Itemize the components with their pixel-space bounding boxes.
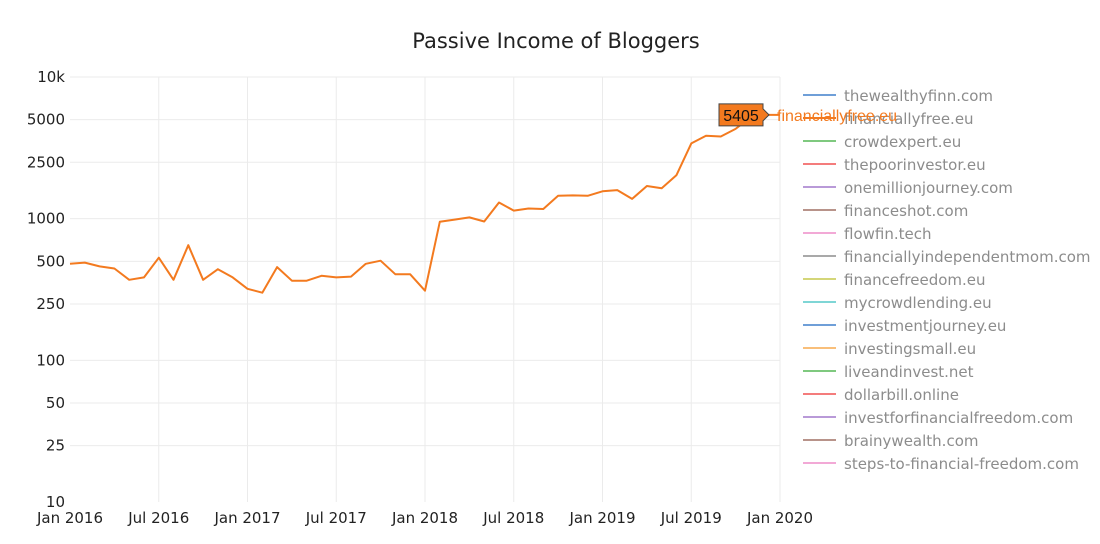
legend-item[interactable]: investforfinancialfreedom.com [803, 409, 1073, 427]
legend-label: financiallyindependentmom.com [844, 248, 1091, 266]
y-tick-label: 50 [46, 394, 65, 412]
legend-label: dollarbill.online [844, 386, 959, 404]
legend-item[interactable]: financefreedom.eu [803, 271, 986, 289]
x-tick-label: Jul 2016 [127, 509, 189, 527]
legend-item[interactable]: liveandinvest.net [803, 363, 974, 381]
legend-label: flowfin.tech [844, 225, 931, 243]
x-tick-label: Jul 2017 [305, 509, 367, 527]
hover-series-name: financiallyfree.eu [777, 108, 897, 125]
y-tick-label: 1000 [27, 210, 65, 228]
chart-title: Passive Income of Bloggers [412, 29, 699, 53]
legend-label: mycrowdlending.eu [844, 294, 992, 312]
legend-item[interactable]: brainywealth.com [803, 432, 978, 450]
legend-label: investingsmall.eu [844, 340, 976, 358]
x-tick-label: Jan 2017 [213, 509, 280, 527]
legend-label: thepoorinvestor.eu [844, 156, 986, 174]
y-tick-label: 5000 [27, 111, 65, 129]
hover-value: 5405 [723, 108, 759, 125]
series-line [69, 113, 780, 294]
legend-label: liveandinvest.net [844, 363, 974, 381]
legend-label: crowdexpert.eu [844, 133, 961, 151]
y-tick-label: 25 [46, 437, 65, 455]
y-tick-label: 100 [36, 351, 65, 369]
legend-label: brainywealth.com [844, 432, 978, 450]
y-tick-label: 250 [36, 295, 65, 313]
legend-label: thewealthyfinn.com [844, 87, 993, 105]
legend-item[interactable]: investmentjourney.eu [803, 317, 1006, 335]
y-tick-label: 10 [46, 493, 65, 511]
hover-box [718, 103, 770, 127]
x-tick-label: Jan 2020 [746, 509, 813, 527]
legend-item[interactable]: financiallyindependentmom.com [803, 248, 1091, 266]
y-tick-label: 2500 [27, 153, 65, 171]
legend-label: steps-to-financial-freedom.com [844, 455, 1079, 473]
legend-label: financefreedom.eu [844, 271, 986, 289]
x-tick-label: Jan 2016 [36, 509, 103, 527]
legend-item[interactable]: thewealthyfinn.com [803, 87, 993, 105]
x-tick-label: Jul 2018 [482, 509, 544, 527]
legend-label: onemillionjourney.com [844, 179, 1013, 197]
x-axis: Jan 2016 Jul 2016 Jan 2017 Jul 2017 Jan 2018… [36, 509, 813, 527]
y-tick-label: 500 [36, 252, 65, 270]
legend-item[interactable]: onemillionjourney.com [803, 179, 1013, 197]
y-axis: 10 25 50 100 250 500 1000 2500 5000 10k [27, 68, 65, 511]
legend-item[interactable]: steps-to-financial-freedom.com [803, 455, 1079, 473]
legend-item[interactable]: flowfin.tech [803, 225, 931, 243]
legend-label: financiallyfree.eu [844, 110, 974, 128]
legend-item[interactable]: dollarbill.online [803, 386, 959, 404]
legend-item[interactable]: financiallyfree.eu [803, 110, 974, 128]
x-tick-label: Jul 2019 [660, 509, 722, 527]
legend-item[interactable]: investingsmall.eu [803, 340, 976, 358]
legend-item[interactable]: thepoorinvestor.eu [803, 156, 986, 174]
hover-label: 5405 financiallyfree.eu [718, 103, 897, 127]
legend-item[interactable]: crowdexpert.eu [803, 133, 961, 151]
y-tick-label: 10k [37, 68, 65, 86]
series-lines [69, 113, 780, 294]
legend-label: investforfinancialfreedom.com [844, 409, 1073, 427]
legend[interactable]: thewealthyfinn.com financiallyfree.eu crow… [803, 87, 1091, 473]
legend-item[interactable]: mycrowdlending.eu [803, 294, 992, 312]
x-tick-label: Jan 2019 [568, 509, 635, 527]
legend-label: financeshot.com [844, 202, 968, 220]
legend-item[interactable]: financeshot.com [803, 202, 968, 220]
x-tick-label: Jan 2018 [391, 509, 458, 527]
legend-label: investmentjourney.eu [844, 317, 1006, 335]
